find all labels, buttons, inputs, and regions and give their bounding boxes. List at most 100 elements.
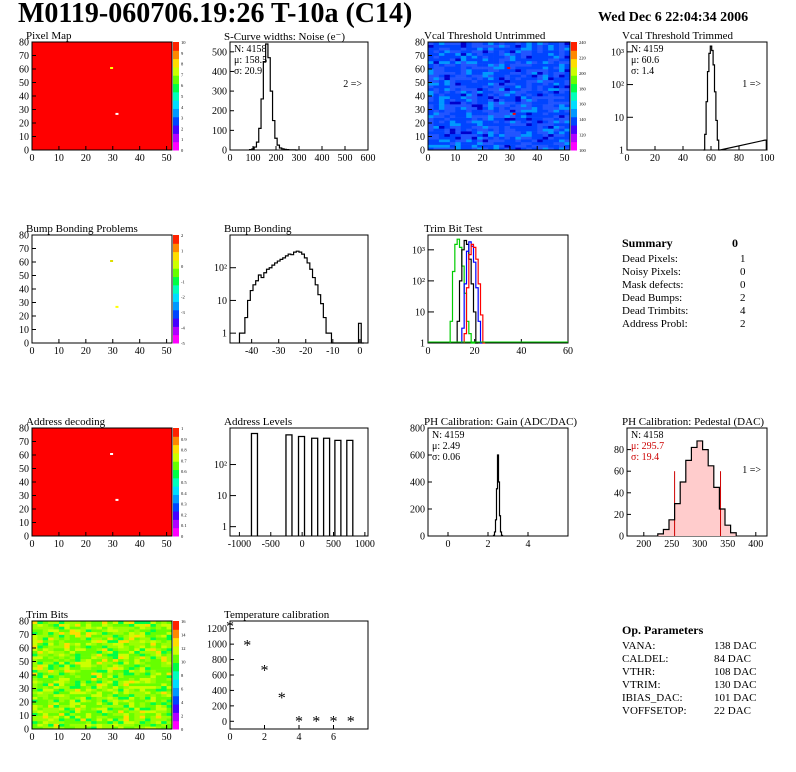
heatmap-cell — [102, 693, 108, 697]
op-param-label: CALDEL: — [622, 653, 669, 665]
heatmap-cell — [488, 96, 494, 99]
heatmap-cell — [515, 47, 522, 51]
palette-swatch — [173, 645, 179, 655]
heatmap-cell — [482, 96, 489, 99]
heatmap-cell — [488, 47, 494, 51]
heatmap-cell — [53, 658, 60, 662]
palette-tick-label: 6 — [181, 83, 184, 88]
heatmap-cell — [438, 71, 445, 75]
heatmap-cell — [515, 50, 522, 54]
heatmap-cell — [58, 658, 65, 662]
heatmap-cell — [118, 699, 124, 703]
heatmap-cell — [48, 648, 54, 651]
heatmap-cell — [504, 55, 511, 59]
op-params-heading: Op. Parameters — [622, 623, 704, 637]
heatmap-cell — [58, 639, 65, 643]
heatmap-cell — [102, 685, 108, 689]
heatmap-cell — [488, 71, 494, 75]
stats-line: μ: 60.6 — [631, 55, 659, 66]
heatmap-cell — [96, 621, 103, 624]
heatmap-cell — [466, 82, 472, 86]
heatmap-cell — [161, 707, 167, 711]
heatmap-cell — [91, 623, 97, 627]
heatmap-cell — [102, 642, 108, 646]
heatmap-cell — [433, 104, 440, 108]
heatmap-cell — [504, 133, 511, 137]
palette-tick-label: 1 — [181, 248, 183, 253]
heatmap-cell — [42, 691, 49, 695]
y-tick-label: 20 — [19, 312, 29, 323]
heatmap-cell — [515, 60, 522, 64]
heatmap-cell — [509, 131, 516, 135]
heatmap-cell — [37, 680, 44, 684]
heatmap-cell — [161, 639, 167, 643]
heatmap-cell — [107, 664, 114, 668]
heatmap-cell — [433, 74, 440, 78]
heatmap-cell — [53, 718, 60, 722]
y-tick-label: 10 — [19, 132, 29, 143]
heatmap-cell — [155, 704, 162, 708]
heatmap-cell — [53, 693, 60, 697]
heatmap-cell — [32, 683, 38, 687]
heatmap-cell — [58, 696, 65, 700]
heatmap-cell — [520, 133, 527, 137]
heatmap-cell — [112, 677, 119, 681]
heatmap-cell — [58, 650, 65, 654]
heatmap-cell — [139, 688, 146, 692]
heatmap-cell — [537, 71, 543, 75]
heatmap-cell — [69, 677, 76, 681]
heatmap-cell — [553, 42, 560, 45]
address-level-peak — [250, 432, 259, 536]
heatmap-cell — [166, 664, 173, 668]
heatmap-cell — [64, 669, 70, 673]
heatmap-cell — [477, 42, 483, 45]
heatmap-cell — [438, 79, 445, 83]
date-stamp: Wed Dec 6 22:04:34 2006 — [598, 10, 749, 25]
heatmap-cell — [85, 629, 92, 633]
heatmap-cell — [471, 104, 478, 108]
heatmap-cell — [504, 144, 511, 148]
heatmap-cell — [123, 672, 130, 676]
heatmap-cell — [553, 82, 560, 86]
heatmap-cell — [53, 645, 60, 649]
heatmap-cell — [526, 50, 533, 54]
heatmap-cell — [537, 136, 543, 140]
y-tick-label: 0 — [24, 339, 29, 350]
heatmap-cell — [515, 141, 522, 145]
heatmap-cell — [548, 85, 554, 89]
heatmap-cell — [542, 50, 549, 54]
heatmap-cell — [161, 683, 167, 687]
heatmap-cell — [515, 42, 522, 45]
heatmap-cell — [48, 645, 54, 649]
heatmap-cell — [438, 77, 445, 81]
heatmap-cell — [85, 699, 92, 703]
heatmap-cell — [428, 120, 434, 124]
heatmap-cell — [537, 131, 543, 135]
heatmap-cell — [58, 726, 65, 730]
heatmap-cell — [520, 69, 527, 72]
heatmap-cell — [118, 639, 124, 643]
heatmap-cell — [466, 42, 472, 45]
heatmap-cell — [542, 128, 549, 132]
heatmap-cell — [433, 58, 440, 62]
heatmap-cell — [139, 691, 146, 695]
heatmap-cell — [53, 726, 60, 730]
heatmap-cell — [526, 63, 533, 67]
y-tick-label: 40 — [19, 92, 29, 103]
palette-swatch — [173, 511, 179, 520]
heatmap-cell — [48, 712, 54, 716]
heatmap-cell — [150, 672, 157, 676]
heatmap-cell — [53, 691, 60, 695]
heatmap-cell — [509, 79, 516, 83]
heatmap-cell — [69, 669, 76, 673]
heatmap-cell — [161, 664, 167, 668]
heatmap-cell — [32, 691, 38, 695]
heatmap-cell — [42, 683, 49, 687]
heatmap-cell — [460, 42, 467, 45]
heatmap-cell — [455, 71, 462, 75]
heatmap-cell — [123, 702, 130, 705]
heatmap-cell — [509, 44, 516, 48]
heatmap-cell — [42, 664, 49, 668]
heatmap-cell — [460, 44, 467, 48]
heatmap-cell — [531, 44, 538, 48]
